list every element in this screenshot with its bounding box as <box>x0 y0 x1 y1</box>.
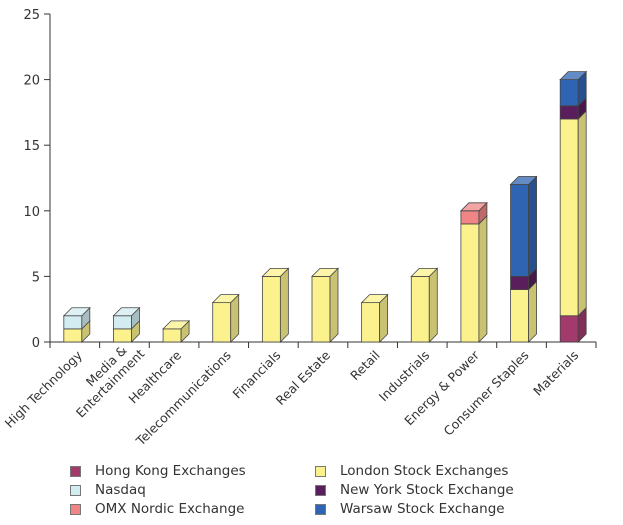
bar-segment <box>559 79 579 107</box>
bar-group <box>559 70 588 343</box>
bar-segment-top <box>162 320 191 330</box>
x-category-label: Materials <box>530 348 581 399</box>
legend-item: OMX Nordic Exchange <box>70 500 244 518</box>
legend-swatch <box>315 465 326 477</box>
legend-item: Hong Kong Exchanges <box>70 462 246 480</box>
y-tick-label: 10 <box>23 205 40 220</box>
bar-segment-side <box>329 267 339 343</box>
legend-item: London Stock Exchanges <box>315 462 508 480</box>
bar-segment <box>311 275 331 343</box>
bar-group <box>311 267 339 343</box>
bar-segment <box>559 105 579 120</box>
bar-segment-top <box>311 268 339 277</box>
x-category-label: Consumer Staples <box>441 348 532 439</box>
bar-segment <box>460 223 480 343</box>
bar-segment <box>460 210 480 225</box>
bar-segment <box>510 184 529 277</box>
bar-segment-top <box>410 268 439 277</box>
bar-group <box>410 267 439 343</box>
bar-group <box>112 306 141 343</box>
legend-label: New York Stock Exchange <box>340 482 514 498</box>
x-category-label: Telecommunications <box>132 348 234 450</box>
bar-segment <box>559 315 579 343</box>
bar-segment <box>410 275 430 343</box>
legend-label: Nasdaq <box>95 482 146 498</box>
bar-segment-side <box>528 175 537 278</box>
bar-group <box>62 306 91 343</box>
bar-segment <box>261 275 281 343</box>
bar-segment-top <box>509 176 538 185</box>
legend-swatch <box>315 503 326 515</box>
bar-segment <box>63 315 83 330</box>
x-category-label: Media &Entertainment <box>62 335 147 420</box>
legend-label: London Stock Exchanges <box>340 463 509 479</box>
bar-segment-side <box>528 280 537 343</box>
bar-group <box>509 175 538 343</box>
bar-segment-side <box>279 267 289 343</box>
bar-segment-top <box>112 307 141 317</box>
bar-segment-top <box>360 294 389 304</box>
bar-segment-side <box>478 214 488 343</box>
bar-segment-side <box>428 267 438 343</box>
chart-bars <box>62 70 588 343</box>
bar-group <box>211 293 240 343</box>
x-category-label: High Technology <box>2 347 86 431</box>
bar-segment <box>113 315 132 330</box>
y-tick-label: 0 <box>32 336 40 351</box>
x-category-label: Retail <box>347 348 383 384</box>
bar-segment <box>559 118 579 317</box>
legend-item: Nasdaq <box>70 481 146 499</box>
legend-swatch <box>70 484 81 496</box>
bar-group <box>360 293 389 343</box>
legend-swatch <box>70 465 81 477</box>
bar-group <box>261 267 290 343</box>
bar-segment-top <box>459 202 488 212</box>
y-tick-label: 20 <box>23 74 40 89</box>
y-tick-label: 5 <box>32 270 40 285</box>
legend-label: Hong Kong Exchanges <box>95 463 246 479</box>
bar-segment <box>63 328 83 343</box>
bar-segment <box>113 328 132 343</box>
bar-segment-top <box>261 268 290 277</box>
bar-segment-top <box>211 294 240 304</box>
chart-axes: 0 5 10 15 20 25 <box>23 8 597 351</box>
legend-label: OMX Nordic Exchange <box>95 501 245 517</box>
legend-swatch <box>70 503 81 515</box>
bar-group <box>162 319 191 343</box>
bar-segment <box>162 328 182 343</box>
bar-segment <box>510 289 529 343</box>
bar-segment <box>361 302 381 343</box>
bar-group <box>459 201 488 343</box>
y-tick-label: 15 <box>23 139 40 154</box>
bar-segment <box>212 302 232 343</box>
legend-label: Warsaw Stock Exchange <box>340 501 505 517</box>
y-tick-label: 25 <box>23 8 40 23</box>
legend-item: Warsaw Stock Exchange <box>315 500 505 518</box>
legend-swatch <box>315 484 326 496</box>
legend-item: New York Stock Exchange <box>315 481 514 499</box>
bar-segment <box>510 275 529 290</box>
bar-segment-top <box>559 71 588 80</box>
bar-segment-side <box>577 109 587 317</box>
bar-segment-top <box>62 307 91 317</box>
